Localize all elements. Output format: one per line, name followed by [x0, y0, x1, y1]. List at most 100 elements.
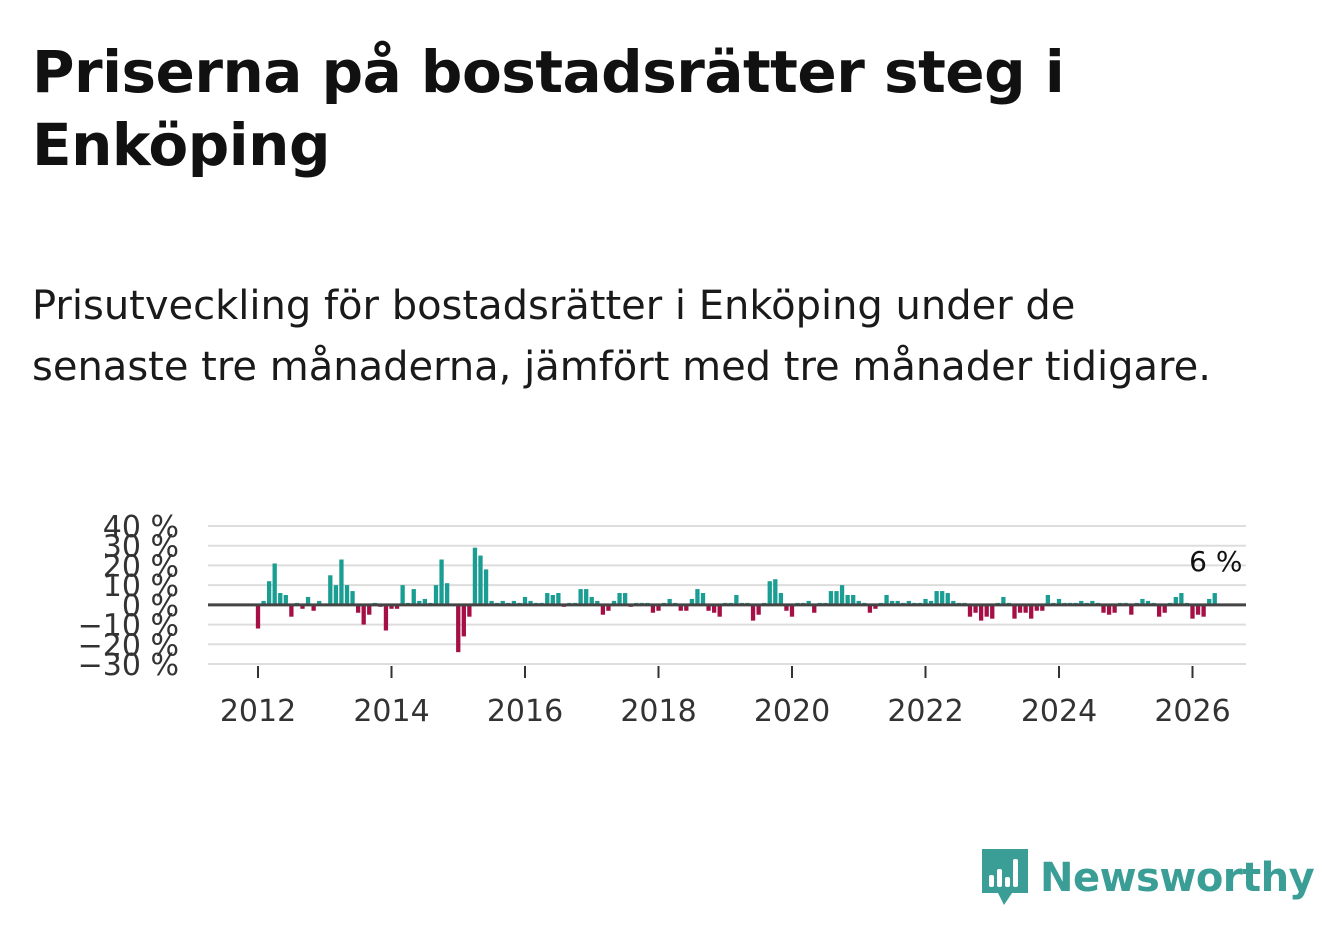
- bar: [1034, 604, 1039, 611]
- bar: [906, 600, 911, 605]
- bar: [1090, 600, 1095, 605]
- bar: [367, 604, 372, 615]
- bar: [578, 589, 583, 605]
- bar: [1145, 600, 1151, 605]
- bar: [389, 604, 394, 609]
- bar: [478, 555, 483, 605]
- bar: [873, 604, 878, 609]
- bar: [867, 604, 873, 613]
- bar: [283, 595, 288, 605]
- bar: [1056, 598, 1062, 605]
- bar: [978, 604, 984, 621]
- bar: [433, 585, 439, 605]
- bar: [589, 596, 594, 605]
- end-value-label: 6 %: [1189, 545, 1242, 578]
- bar: [967, 604, 973, 617]
- bar: [611, 600, 617, 605]
- bar: [784, 604, 789, 611]
- y-tick-label: −30 %: [78, 648, 179, 683]
- bar: [522, 596, 528, 605]
- bar: [789, 604, 795, 617]
- bar: [895, 600, 900, 605]
- bar: [990, 604, 995, 619]
- bar: [845, 595, 850, 605]
- bar: [884, 595, 889, 605]
- x-tick-label: 2016: [487, 694, 563, 729]
- bar: [1045, 595, 1051, 605]
- x-tick-label: 2022: [887, 694, 963, 729]
- bar: [622, 593, 628, 605]
- bar: [1190, 604, 1195, 619]
- bar: [856, 600, 861, 605]
- bar: [923, 598, 928, 605]
- bar: [344, 585, 350, 605]
- x-tick-label: 2020: [754, 694, 830, 729]
- bar: [1079, 600, 1084, 605]
- bar: [422, 598, 428, 605]
- bar: [700, 593, 706, 605]
- bar: [394, 604, 400, 609]
- bar: [1101, 604, 1106, 613]
- bar: [339, 559, 344, 605]
- bar: [934, 591, 939, 605]
- bar: [444, 583, 450, 605]
- bar: [483, 569, 489, 605]
- x-tick-label: 2014: [353, 694, 429, 729]
- bar: [734, 595, 739, 605]
- bar: [1140, 598, 1145, 605]
- bar: [545, 593, 550, 605]
- bar: [778, 593, 784, 605]
- bar: [350, 591, 355, 605]
- bar: [1207, 598, 1212, 605]
- bar: [528, 600, 533, 605]
- bar: [584, 589, 589, 605]
- bar: [689, 598, 695, 605]
- bar: [851, 595, 856, 605]
- bar: [1040, 604, 1045, 611]
- y-tick-label: 10 %: [103, 569, 179, 604]
- bar: [600, 604, 606, 615]
- newsworthy-logo: Newsworthy: [980, 846, 1315, 910]
- bar: [650, 604, 656, 613]
- x-tick-label: 2026: [1154, 694, 1230, 729]
- bar: [361, 604, 366, 625]
- bar: [773, 579, 778, 605]
- bar: [717, 604, 722, 617]
- bar: [255, 604, 261, 629]
- bar: [489, 600, 494, 605]
- y-tick-label: 20 %: [103, 549, 179, 584]
- bar: [595, 600, 600, 605]
- bar: [1162, 604, 1167, 613]
- bar: [467, 604, 472, 617]
- y-tick-label: −20 %: [78, 628, 179, 663]
- bar: [1001, 596, 1006, 605]
- bar: [706, 604, 711, 611]
- bar: [928, 600, 934, 605]
- bar: [834, 591, 839, 605]
- bar: [317, 600, 322, 605]
- bar: [1129, 604, 1134, 615]
- brand-name: Newsworthy: [1040, 855, 1315, 901]
- bar: [383, 604, 389, 631]
- bar: [678, 604, 683, 611]
- bar: [1106, 604, 1112, 615]
- y-tick-label: 40 %: [103, 510, 179, 545]
- newsworthy-logo-icon: [982, 849, 1028, 905]
- bar: [667, 598, 672, 605]
- bar: [1023, 604, 1028, 613]
- bars: [255, 547, 1217, 653]
- bar: [839, 585, 845, 605]
- bar: [328, 575, 333, 605]
- bar: [1112, 604, 1117, 613]
- bar: [656, 604, 661, 611]
- bar: [750, 604, 756, 621]
- bar: [1195, 604, 1201, 615]
- x-axis: 2012 2014 2016 2018 2020 2022 2024 2026: [220, 666, 1231, 729]
- y-tick-label: 0 %: [122, 589, 179, 624]
- bar: [289, 604, 294, 617]
- x-tick-label: 2018: [620, 694, 696, 729]
- bar: [940, 591, 945, 605]
- gridlines: [208, 525, 1246, 665]
- y-axis: 40 %30 %20 %10 %0 %−10 %−20 %−30 %: [78, 510, 179, 683]
- bar: [500, 600, 505, 605]
